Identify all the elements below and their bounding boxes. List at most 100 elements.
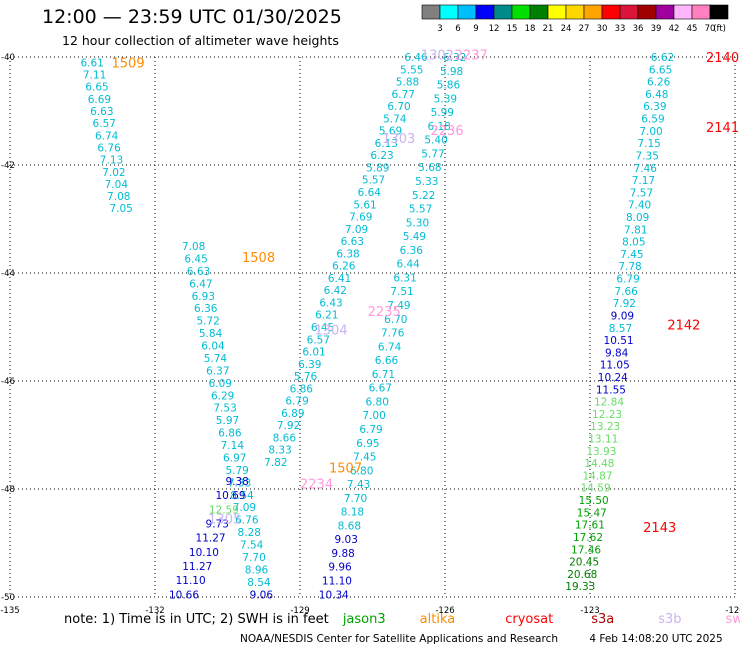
mission-legend-s3a: s3a bbox=[591, 612, 615, 627]
swh-value: 8.68 bbox=[338, 520, 361, 532]
color-scale-swatch bbox=[619, 4, 639, 20]
swh-value: 10.69 bbox=[215, 490, 245, 502]
swh-value: 6.57 bbox=[93, 118, 116, 130]
swh-value: 6.57 bbox=[307, 334, 330, 346]
swh-value: 6.77 bbox=[392, 89, 415, 101]
swh-value: 6.36 bbox=[194, 303, 218, 315]
swh-value: 5.40 bbox=[424, 135, 447, 147]
pass-label: 1509 bbox=[112, 56, 145, 71]
swh-value: 6.26 bbox=[332, 261, 356, 273]
swh-value: 5.49 bbox=[403, 231, 426, 243]
swh-value: 7.00 bbox=[362, 410, 385, 422]
color-scale-swatch bbox=[493, 4, 513, 20]
x-tick-label: -120 bbox=[725, 606, 740, 616]
swh-value: 6.65 bbox=[85, 82, 108, 94]
y-tick-label: -48 bbox=[1, 485, 15, 495]
swh-value: 5.30 bbox=[406, 217, 429, 229]
swh-value: 14.48 bbox=[584, 458, 614, 470]
swh-value: 6.26 bbox=[647, 77, 671, 89]
color-scale-legend: 3 6 9 12 15 18 21 24 27 30 33 36 39 42 45 70(ft) bbox=[421, 4, 729, 34]
swh-value: 9.84 bbox=[605, 347, 629, 359]
pass-label: 2237 bbox=[455, 48, 488, 63]
swh-value: 10.34 bbox=[319, 589, 349, 601]
swh-value: 6.74 bbox=[378, 341, 402, 353]
swh-value: 5.99 bbox=[431, 107, 454, 119]
swh-value: 7.13 bbox=[100, 155, 123, 167]
color-scale-swatch bbox=[421, 4, 441, 20]
swh-value: 5.74 bbox=[204, 353, 228, 365]
swh-value: 6.43 bbox=[319, 297, 342, 309]
swh-value: 7.57 bbox=[630, 187, 653, 199]
swh-value: 7.08 bbox=[107, 191, 130, 203]
color-scale-swatch bbox=[547, 4, 567, 20]
pass-label: 2236 bbox=[431, 124, 464, 139]
swh-value: 6.63 bbox=[187, 266, 210, 278]
swh-value: 6.76 bbox=[235, 515, 259, 527]
mission-legend-altika: altika bbox=[419, 612, 456, 627]
swh-value: 19.33 bbox=[565, 581, 595, 593]
swh-value: 8.09 bbox=[626, 212, 649, 224]
color-scale-label: 3 bbox=[437, 24, 442, 34]
swh-value: 7.45 bbox=[620, 249, 643, 261]
color-scale-swatch bbox=[475, 4, 495, 20]
swh-value: 6.61 bbox=[80, 57, 103, 69]
color-scale-swatch bbox=[709, 4, 729, 20]
swh-value: 9.38 bbox=[225, 476, 248, 488]
footer-credit: NOAA/NESDIS Center for Satellite Applica… bbox=[240, 633, 558, 645]
swh-value: 8.05 bbox=[622, 237, 645, 249]
swh-value: 5.39 bbox=[434, 93, 457, 105]
swh-value: 6.64 bbox=[358, 187, 382, 199]
pass-label: 1304 bbox=[315, 324, 348, 339]
swh-value: 10.24 bbox=[598, 372, 628, 384]
swh-value: 5.57 bbox=[362, 175, 385, 187]
swh-value: 7.17 bbox=[632, 175, 655, 187]
swh-value: 6.63 bbox=[341, 236, 364, 248]
swh-value: 6.74 bbox=[95, 130, 119, 142]
swh-value: 6.79 bbox=[285, 396, 308, 408]
swh-value: 11.55 bbox=[596, 384, 626, 396]
pass-label: 1302 bbox=[421, 48, 454, 63]
swh-value: 5.84 bbox=[199, 328, 223, 340]
swh-value: 5.76 bbox=[294, 371, 318, 383]
y-tick-label: -50 bbox=[1, 593, 15, 603]
swh-value: 6.46 bbox=[404, 52, 428, 64]
swh-value: 10.10 bbox=[189, 547, 219, 559]
swh-value: 10.66 bbox=[169, 589, 199, 601]
swh-value: 6.86 bbox=[218, 428, 242, 440]
swh-value: 5.22 bbox=[412, 190, 435, 202]
swh-value: 6.42 bbox=[324, 285, 347, 297]
swh-value: 7.53 bbox=[213, 403, 236, 415]
pass-label: 2143 bbox=[643, 521, 676, 536]
swh-value: 7.54 bbox=[240, 540, 264, 552]
swh-value: 6.39 bbox=[643, 101, 666, 113]
swh-value: 6.39 bbox=[298, 359, 321, 371]
swh-value: 6.41 bbox=[328, 273, 351, 285]
swh-value: 6.45 bbox=[184, 253, 207, 265]
page-subtitle: 12 hour collection of altimeter wave hei… bbox=[62, 33, 339, 48]
pass-label: 2141 bbox=[706, 121, 739, 136]
page-title: 12:00 — 23:59 UTC 01/30/2025 bbox=[42, 6, 342, 28]
mission-legend-s3b: s3b bbox=[658, 612, 682, 627]
mission-legend-swot: swot bbox=[725, 612, 740, 627]
swh-value: 14.87 bbox=[582, 470, 612, 482]
swh-value: 20.45 bbox=[569, 557, 599, 569]
swh-value: 7.15 bbox=[637, 138, 660, 150]
swh-value: 5.69 bbox=[379, 126, 402, 138]
color-scale-swatch bbox=[529, 4, 549, 20]
swh-value: 7.76 bbox=[381, 328, 405, 340]
swh-value: 6.48 bbox=[645, 89, 668, 101]
swh-value: 10.51 bbox=[604, 335, 634, 347]
swh-value: 7.09 bbox=[233, 502, 256, 514]
color-scale-label: 15 bbox=[507, 24, 518, 34]
swh-value: 12.84 bbox=[594, 397, 624, 409]
footer: NOAA/NESDIS Center for Satellite Applica… bbox=[240, 633, 723, 645]
swh-value: 7.04 bbox=[105, 179, 129, 191]
swh-value: 5.61 bbox=[353, 199, 376, 211]
swh-value: 6.21 bbox=[315, 310, 338, 322]
swh-value: 7.82 bbox=[264, 457, 287, 469]
swh-value: 15.47 bbox=[577, 507, 607, 519]
swh-value: 6.63 bbox=[90, 106, 113, 118]
swh-value: 15.50 bbox=[579, 495, 609, 507]
swh-value: 6.04 bbox=[201, 341, 225, 353]
